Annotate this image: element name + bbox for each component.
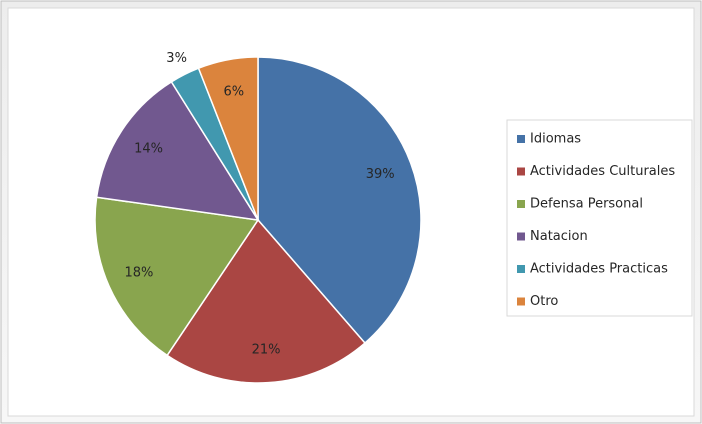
legend-swatch — [517, 200, 525, 208]
data-label: 6% — [223, 84, 244, 99]
legend-swatch — [517, 167, 525, 176]
pie-slice — [95, 80, 260, 221]
legend-label: Otro — [530, 294, 558, 309]
pie-slice — [197, 56, 259, 221]
legend-label: Actividades Culturales — [530, 164, 675, 179]
legend-swatch — [517, 232, 525, 241]
legend-swatch — [517, 297, 525, 306]
legend-label: Idiomas — [530, 132, 581, 147]
legend-label: Natacion — [530, 229, 588, 244]
data-label: 3% — [166, 51, 187, 66]
data-label: 18% — [124, 266, 153, 281]
legend-swatch — [517, 265, 525, 273]
legend-box — [506, 119, 693, 317]
pie-slice — [166, 218, 366, 384]
legend-label: Defensa Personal — [530, 197, 643, 212]
pie-slice — [257, 56, 422, 345]
data-label: 39% — [366, 167, 395, 182]
legend-label: Actividades Practicas — [530, 262, 668, 277]
legend-swatch — [517, 135, 525, 143]
pie-slice — [94, 196, 260, 357]
data-label: 14% — [134, 142, 163, 157]
data-label: 21% — [252, 343, 281, 358]
